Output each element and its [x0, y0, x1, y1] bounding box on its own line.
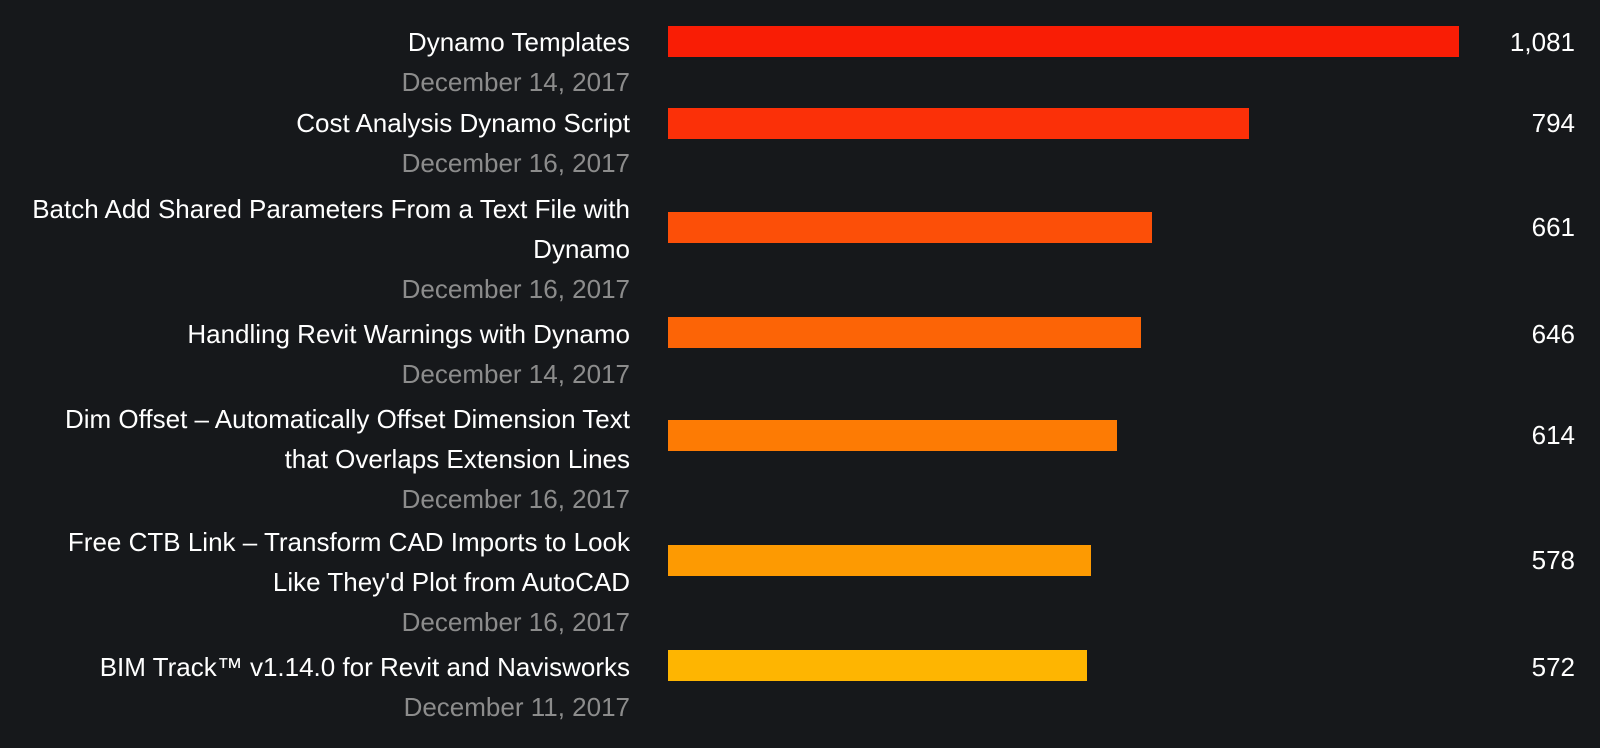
row-date: December 14, 2017: [401, 359, 630, 389]
row-label: Batch Add Shared Parameters From a Text …: [0, 189, 630, 309]
row-date: December 16, 2017: [401, 607, 630, 637]
chart-row: Dynamo Templates December 14, 2017 1,081: [0, 22, 1600, 102]
value-label: 1,081: [1509, 27, 1575, 57]
value-label: 794: [1531, 108, 1575, 138]
row-label: BIM Track™ v1.14.0 for Revit and Naviswo…: [0, 647, 630, 727]
row-date: December 11, 2017: [403, 692, 630, 722]
bar: [668, 545, 1091, 576]
bar: [668, 212, 1152, 243]
bar: [668, 420, 1117, 451]
row-date: December 14, 2017: [401, 67, 630, 97]
row-date: December 16, 2017: [401, 484, 630, 514]
row-date: December 16, 2017: [401, 148, 630, 178]
bar: [668, 108, 1249, 139]
row-label: Dim Offset – Automatically Offset Dimens…: [0, 399, 630, 519]
row-label: Dynamo Templates December 14, 2017: [0, 22, 630, 102]
chart-row: Batch Add Shared Parameters From a Text …: [0, 189, 1600, 309]
row-date: December 16, 2017: [401, 274, 630, 304]
row-title[interactable]: Handling Revit Warnings with Dynamo: [187, 319, 630, 349]
row-title[interactable]: BIM Track™ v1.14.0 for Revit and Naviswo…: [99, 652, 630, 682]
chart-row: Handling Revit Warnings with Dynamo Dece…: [0, 314, 1600, 394]
chart-row: Free CTB Link – Transform CAD Imports to…: [0, 522, 1600, 642]
bar: [668, 26, 1459, 57]
row-label: Free CTB Link – Transform CAD Imports to…: [0, 522, 630, 642]
bar: [668, 317, 1141, 348]
value-label: 646: [1531, 319, 1575, 349]
row-title[interactable]: Cost Analysis Dynamo Script: [296, 108, 630, 138]
row-title[interactable]: Free CTB Link – Transform CAD Imports to…: [67, 527, 630, 597]
chart-row: Cost Analysis Dynamo Script December 16,…: [0, 103, 1600, 183]
row-title[interactable]: Batch Add Shared Parameters From a Text …: [32, 194, 630, 264]
chart-row: Dim Offset – Automatically Offset Dimens…: [0, 399, 1600, 519]
value-label: 661: [1531, 212, 1575, 242]
row-label: Handling Revit Warnings with Dynamo Dece…: [0, 314, 630, 394]
row-title[interactable]: Dim Offset – Automatically Offset Dimens…: [64, 404, 630, 474]
bar: [668, 650, 1087, 681]
row-label: Cost Analysis Dynamo Script December 16,…: [0, 103, 630, 183]
value-label: 578: [1531, 545, 1575, 575]
value-label: 614: [1531, 420, 1575, 450]
chart-row: BIM Track™ v1.14.0 for Revit and Naviswo…: [0, 647, 1600, 727]
row-title[interactable]: Dynamo Templates: [407, 27, 630, 57]
value-label: 572: [1531, 652, 1575, 682]
